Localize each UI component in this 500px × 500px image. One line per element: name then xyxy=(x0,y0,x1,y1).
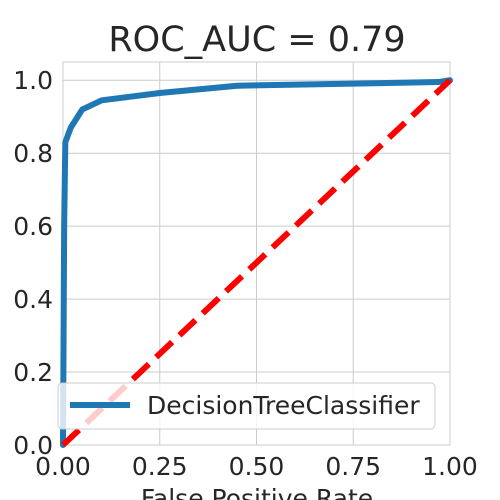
x-tick-label: 1.00 xyxy=(422,452,478,481)
y-tick-label: 0.4 xyxy=(13,285,53,314)
x-tick-label: 0.75 xyxy=(325,452,381,481)
y-tick-label: 0.2 xyxy=(13,358,53,387)
y-tick-label: 0.8 xyxy=(13,139,53,168)
legend-label: DecisionTreeClassifier xyxy=(147,391,420,420)
y-tick-label: 0.0 xyxy=(13,431,53,460)
chart-title: ROC_AUC = 0.79 xyxy=(108,20,405,60)
x-tick-label: 0.25 xyxy=(132,452,188,481)
y-tick-label: 1.0 xyxy=(13,66,53,95)
x-tick-label: 0.50 xyxy=(229,452,285,481)
x-axis-label: False Positive Rate xyxy=(141,484,373,500)
legend: DecisionTreeClassifier xyxy=(58,383,435,429)
y-tick-label: 0.6 xyxy=(13,212,53,241)
